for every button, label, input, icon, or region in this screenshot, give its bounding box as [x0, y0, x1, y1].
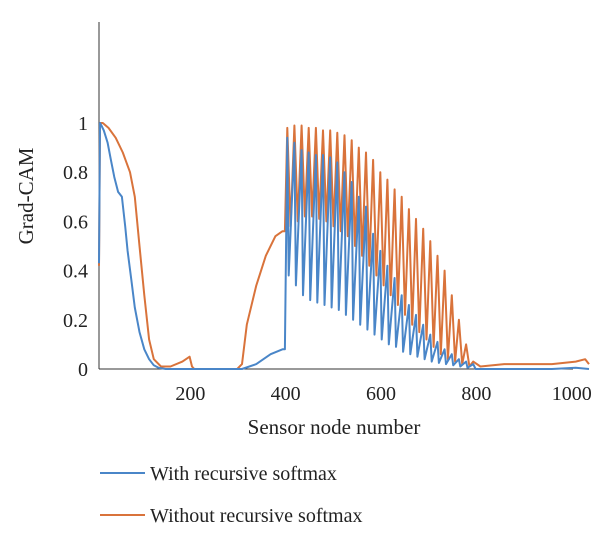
y-tick-label: 0.8	[63, 162, 88, 184]
y-tick-label: 0	[78, 359, 88, 381]
x-tick-label: 1000	[552, 383, 592, 405]
series-line-without-recursive-softmax	[98, 122, 590, 370]
x-axis-label: Sensor node number	[248, 415, 421, 439]
y-tick-labels: 0 0.2 0.4 0.6 0.8 1	[63, 113, 88, 381]
legend-label-without-recursive-softmax: Without recursive softmax	[150, 505, 362, 527]
y-axis-label: Grad-CAM	[14, 147, 38, 244]
x-tick-label: 600	[366, 383, 396, 405]
y-tick-label: 0.4	[63, 261, 88, 283]
x-tick-label: 200	[175, 383, 205, 405]
series-layer	[98, 122, 590, 370]
x-tick-labels: 200 400 600 800 1000	[175, 383, 591, 405]
legend: With recursive softmax Without recursive…	[100, 463, 362, 527]
y-tick-label: 0.2	[63, 310, 88, 332]
x-tick-label: 400	[271, 383, 301, 405]
y-tick-label: 1	[78, 113, 88, 135]
series-line-with-recursive-softmax	[98, 122, 590, 370]
x-tick-label: 800	[461, 383, 491, 405]
legend-label-with-recursive-softmax: With recursive softmax	[150, 463, 337, 485]
y-tick-label: 0.6	[63, 211, 88, 233]
